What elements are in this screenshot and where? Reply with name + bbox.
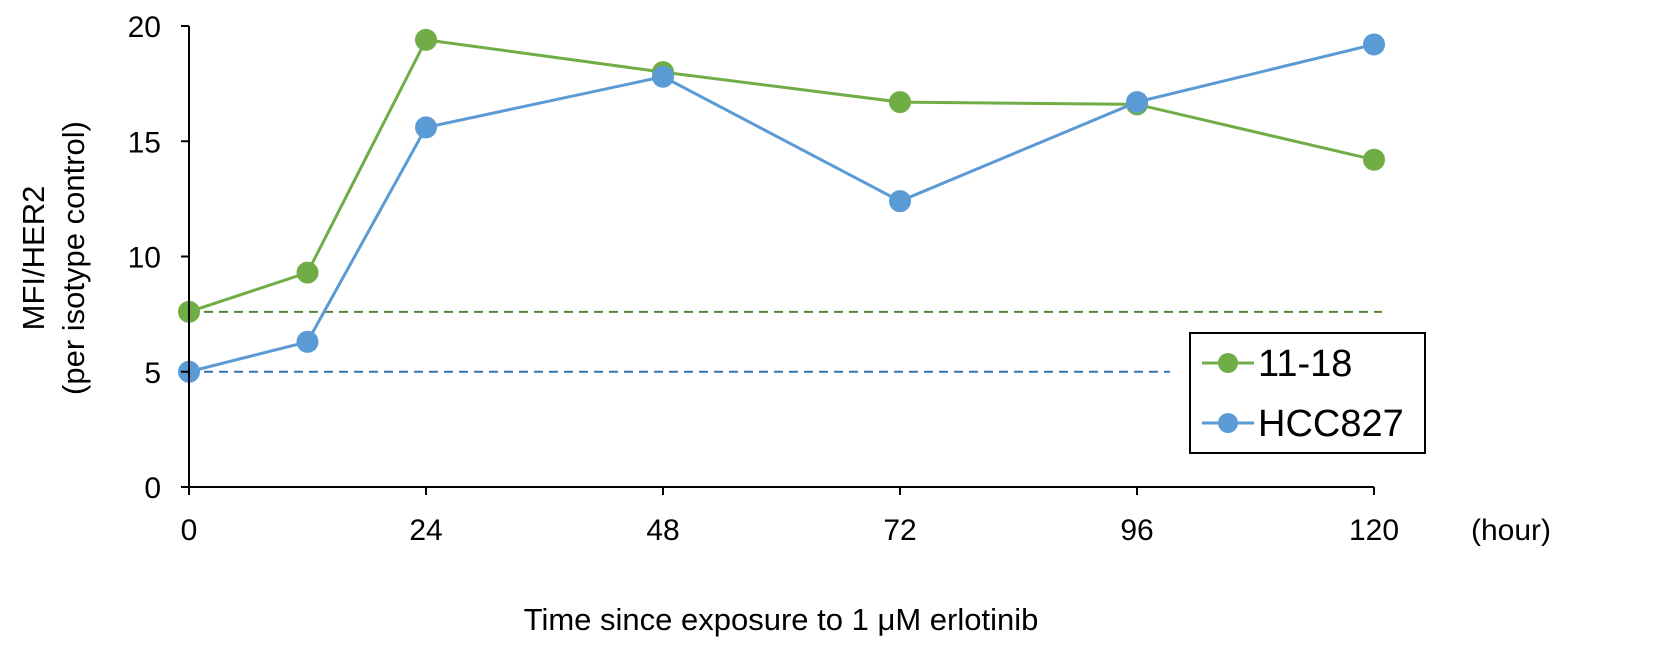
x-axis-unit-label: (hour) xyxy=(1471,514,1551,547)
data-point-11-18 xyxy=(1363,148,1385,171)
legend-box xyxy=(1189,332,1426,454)
x-tick-label: 24 xyxy=(409,514,442,547)
ticks-layer: 0 5 10 15 20 0 24 48 72 96 120 xyxy=(128,11,1399,547)
data-point-hcc827 xyxy=(889,190,911,213)
y-tick-label: 10 xyxy=(128,242,161,275)
data-point-11-18 xyxy=(415,28,437,51)
legend-marker-hcc827 xyxy=(1218,413,1238,433)
data-point-11-18 xyxy=(296,261,319,284)
data-point-hcc827 xyxy=(1126,91,1148,114)
legend-marker-11-18 xyxy=(1218,353,1238,373)
legend-label-11-18: 11-18 xyxy=(1258,343,1352,385)
data-point-hcc827 xyxy=(652,65,674,88)
x-tick-label: 96 xyxy=(1120,514,1153,547)
x-tick-label: 0 xyxy=(181,514,198,547)
y-axis-title-line2: (per isotype control) xyxy=(56,121,91,395)
legend: 11-18 HCC827 xyxy=(1189,332,1426,454)
x-tick-label: 120 xyxy=(1349,514,1399,547)
data-point-hcc827 xyxy=(296,330,319,353)
y-axis-title-line1: MFI/HER2 xyxy=(16,186,51,331)
x-axis-title: Time since exposure to 1 μM erlotinib xyxy=(524,602,1039,637)
series-line-hcc827 xyxy=(188,42,1375,374)
y-tick-label: 5 xyxy=(144,357,161,390)
x-tick-label: 48 xyxy=(646,514,679,547)
y-tick-label: 0 xyxy=(144,472,161,505)
series-layer xyxy=(178,28,1385,383)
y-tick-label: 20 xyxy=(128,11,161,44)
y-tick-label: 15 xyxy=(128,126,161,159)
data-point-hcc827 xyxy=(415,116,437,139)
x-tick-label: 72 xyxy=(883,514,916,547)
legend-label-hcc827: HCC827 xyxy=(1258,403,1404,445)
data-point-hcc827 xyxy=(1363,33,1385,56)
data-point-11-18 xyxy=(889,91,911,114)
series-line-11-18 xyxy=(188,38,1375,314)
